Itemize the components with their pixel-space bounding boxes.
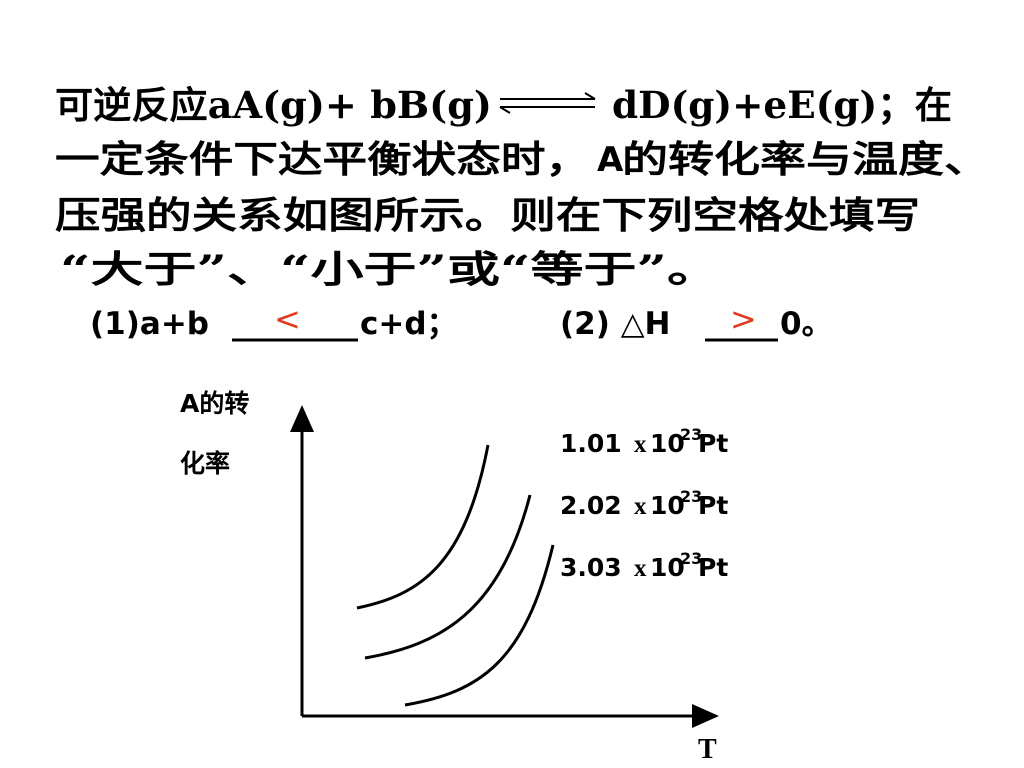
x-axis-label: T [698,734,717,765]
question-text: 压强的关系如图所示。则在下列空格处填写 [55,193,920,237]
times-sign: x [634,493,647,520]
question-text: A [597,140,624,180]
pressure-exponent: 23 [680,425,702,444]
pressure-exponent: 23 [680,487,702,506]
pressure-base: 10 [650,553,685,582]
question-text: dD(g)+eE(g)；在 [612,83,952,127]
question-text: “大于”、“小于”或“等于”。 [60,247,720,291]
curve [364,494,532,660]
pressure-value: 3.03 [560,553,622,582]
y-axis-label: A的转 [180,389,249,418]
pressure-base: 10 [650,429,685,458]
answer-text: (1)a+b [90,306,209,342]
curve [356,444,490,610]
answer-text: 0。 [780,306,833,342]
pressure-value: 2.02 [560,491,622,520]
answer-value: > [730,300,757,338]
pressure-unit: Pt [698,429,728,458]
pressure-unit: Pt [698,553,728,582]
pressure-value: 1.01 [560,429,622,458]
pressure-unit: Pt [698,491,728,520]
curve [404,544,555,707]
equilibrium-arrows [499,92,596,114]
question-text: 一定条件下达平衡状态时， [55,137,590,181]
y-axis-label: 化率 [180,449,230,478]
pressure-exponent: 23 [680,549,702,568]
answer-text: c+d； [360,306,458,342]
answer-text: (2) △H [560,306,670,342]
question-text: 的转化率与温度、 [622,137,990,181]
times-sign: x [634,555,647,582]
question-text: 可逆反应aA(g)+ bB(g) [55,83,492,127]
answer-value: < [274,300,301,338]
pressure-base: 10 [650,491,685,520]
times-sign: x [634,431,647,458]
